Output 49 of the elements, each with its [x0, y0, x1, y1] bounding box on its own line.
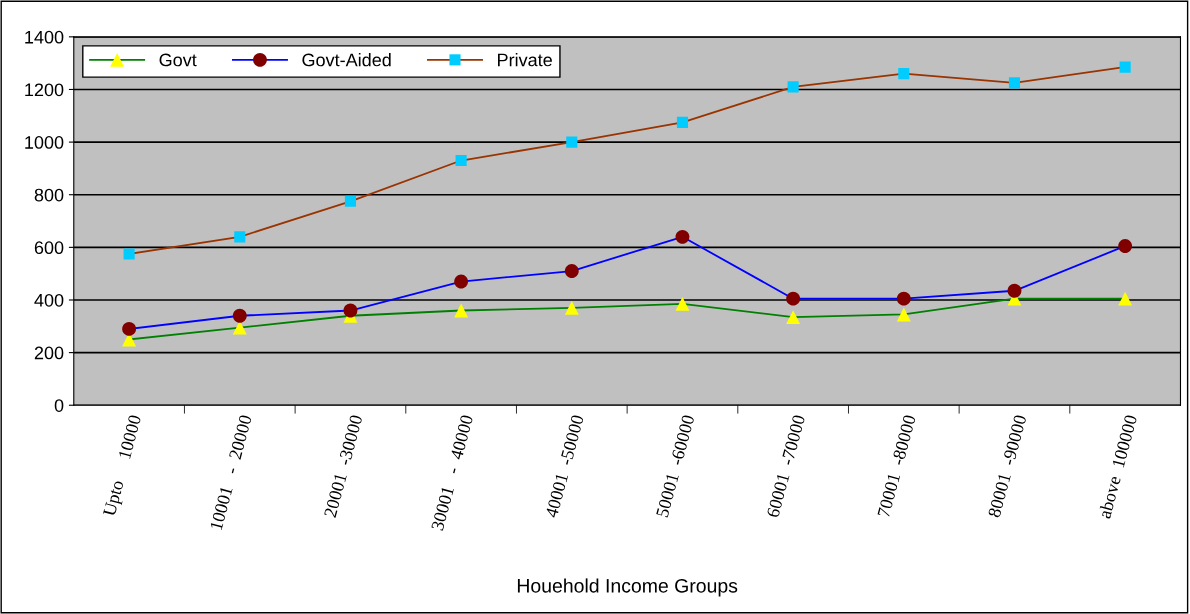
- point: [675, 296, 690, 311]
- point: [343, 303, 358, 318]
- point: [787, 81, 799, 93]
- point: [1008, 77, 1021, 89]
- point: [676, 116, 689, 128]
- point: [786, 310, 801, 325]
- point: [564, 300, 579, 315]
- y-tick-label: 800: [34, 188, 64, 202]
- point: [344, 195, 357, 207]
- point: [896, 307, 911, 322]
- point: [1007, 283, 1022, 298]
- x-tick-label: 70001 -80000: [877, 414, 916, 518]
- point: [234, 231, 246, 243]
- x-tick-label: 30001 - 40000: [431, 414, 474, 531]
- y-tick-label: 1000: [25, 136, 64, 149]
- legend-label: Govt: [159, 53, 197, 67]
- x-tick-label: Upto 10000: [102, 414, 145, 518]
- point: [564, 264, 579, 278]
- y-tick-label: 1200: [25, 83, 64, 97]
- x-tick-label: 20001 -30000: [323, 414, 363, 518]
- point: [454, 274, 469, 289]
- point: [566, 136, 578, 148]
- x-tick-label: 10001 - 20000: [209, 414, 252, 531]
- x-tick-label: 80001 -90000: [987, 414, 1027, 518]
- x-tick-label: above 100000: [1097, 414, 1138, 519]
- point: [675, 229, 690, 244]
- point: [123, 248, 135, 260]
- y-tick-label: 600: [34, 241, 64, 255]
- point: [122, 321, 137, 336]
- point: [454, 303, 469, 318]
- point: [896, 291, 911, 306]
- y-tick-label: 1400: [25, 30, 64, 44]
- x-tick-label: 60001 -70000: [766, 414, 806, 518]
- point: [232, 320, 247, 335]
- y-tick-label: 400: [34, 293, 64, 307]
- point: [1119, 61, 1131, 73]
- legend-label: Private: [498, 53, 552, 67]
- point: [898, 68, 910, 80]
- point: [1118, 291, 1133, 306]
- point: [232, 308, 247, 323]
- x-axis-title: Houehold Income Groups: [517, 578, 738, 597]
- y-tick-label: 0: [54, 399, 64, 412]
- point: [1118, 239, 1133, 253]
- x-tick-label: 50001 -60000: [655, 414, 695, 518]
- point: [455, 154, 467, 167]
- legend-label: Govt-Aided: [302, 53, 391, 67]
- point: [786, 291, 801, 306]
- y-tick-label: 200: [34, 346, 64, 360]
- x-tick-label: 40001 -50000: [545, 414, 584, 519]
